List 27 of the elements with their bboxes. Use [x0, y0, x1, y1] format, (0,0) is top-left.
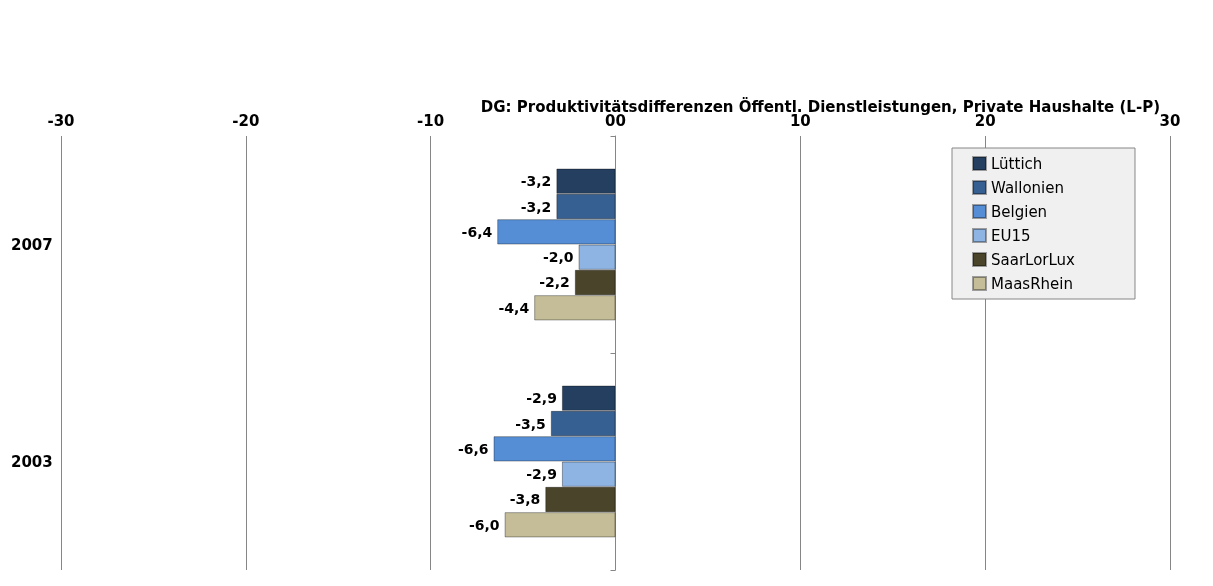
data-label: -6,0	[468, 516, 500, 533]
legend-label: MaasRhein	[991, 274, 1073, 293]
legend-label: SaarLorLux	[991, 250, 1076, 269]
data-label: -3,2	[520, 173, 552, 190]
data-label: -2,9	[526, 466, 557, 483]
y-tick-label: 2007	[11, 235, 53, 254]
data-label: -6,6	[457, 440, 489, 457]
x-tick-label: 20	[974, 111, 996, 130]
data-label: -3,2	[520, 198, 552, 215]
data-label: -3,5	[515, 415, 546, 432]
x-tick-label: -20	[232, 111, 260, 130]
data-label: -2,0	[542, 249, 574, 266]
legend-label: Wallonien	[991, 178, 1065, 197]
x-tick-label: 00	[605, 111, 626, 130]
data-label: -6,4	[461, 223, 493, 240]
x-tick-label: 30	[1159, 111, 1181, 130]
x-tick-label: -10	[417, 111, 445, 130]
legend-label: EU15	[991, 226, 1031, 245]
data-label: -2,2	[539, 274, 570, 291]
legend-label: Lüttich	[991, 154, 1043, 173]
legend-label: Belgien	[991, 202, 1048, 221]
data-label: -4,4	[498, 299, 530, 316]
x-tick-label: 10	[789, 111, 811, 130]
x-tick-label: -30	[47, 111, 75, 130]
data-label: -2,9	[526, 390, 557, 407]
data-label: -3,8	[509, 491, 541, 508]
y-tick-label: 2003	[11, 452, 53, 471]
